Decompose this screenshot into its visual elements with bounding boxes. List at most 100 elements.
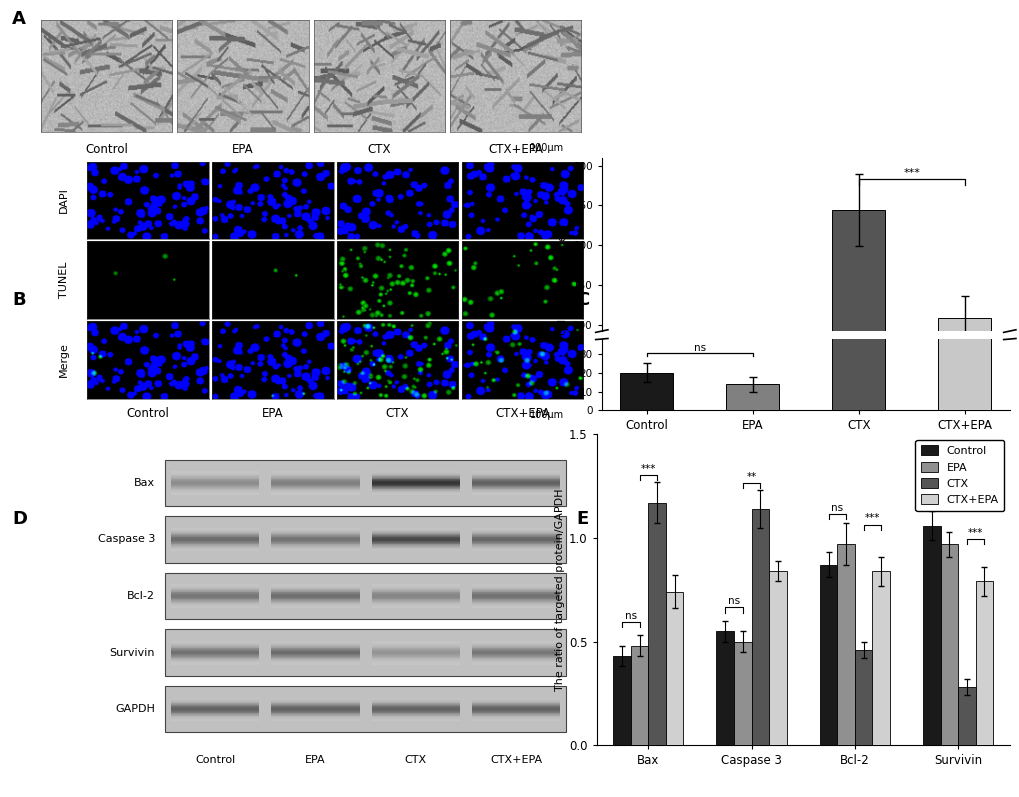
Bar (271, 709, 359, 710)
Bar (472, 709, 559, 710)
Bar (171, 710, 259, 711)
Text: CTX+EPA: CTX+EPA (488, 143, 543, 156)
Text: D: D (12, 510, 28, 528)
Bar (271, 645, 359, 646)
Bar (171, 706, 259, 707)
Bar (472, 483, 559, 484)
Bar (171, 533, 259, 534)
Text: DAPI: DAPI (59, 187, 68, 214)
Bar (171, 586, 259, 587)
Bar (472, 701, 559, 702)
Bar (371, 528, 460, 530)
Bar (171, 653, 259, 654)
Text: Survivin: Survivin (109, 647, 155, 658)
Bar (171, 536, 259, 537)
Bar (648, 503, 665, 745)
Bar (472, 720, 559, 721)
Bar (371, 700, 460, 701)
Bar (371, 595, 460, 596)
Bar (171, 701, 259, 702)
Bar (171, 598, 259, 599)
Bar (271, 701, 359, 702)
Bar (271, 478, 359, 479)
Bar (371, 642, 460, 643)
Bar (171, 649, 259, 650)
Text: TUNEL: TUNEL (59, 262, 68, 298)
Bar (271, 701, 359, 702)
Text: CTX+EPA: CTX+EPA (494, 407, 549, 420)
Bar (371, 662, 460, 664)
Text: E: E (576, 510, 588, 528)
Bar (271, 605, 359, 607)
Bar (371, 697, 460, 699)
Bar (271, 584, 359, 586)
Bar (371, 652, 460, 653)
Bar (472, 705, 559, 706)
Bar (271, 589, 359, 590)
Bar (472, 528, 559, 529)
Bar (171, 587, 259, 589)
Bar (171, 641, 259, 642)
Bar (715, 631, 734, 745)
Bar (171, 704, 259, 705)
Bar (171, 538, 259, 539)
Bar (271, 717, 359, 718)
Bar (171, 480, 259, 481)
Bar (371, 549, 460, 550)
Bar (472, 706, 559, 707)
Bar (271, 492, 359, 493)
Bar (371, 720, 460, 721)
Bar (171, 592, 259, 593)
Bar (271, 543, 359, 544)
Bar (271, 698, 359, 700)
Bar (472, 471, 559, 473)
Bar (472, 641, 559, 642)
Bar (371, 584, 460, 586)
Text: ***: *** (903, 168, 919, 178)
Bar (472, 479, 559, 480)
Bar (271, 642, 359, 643)
Bar (371, 590, 460, 591)
Bar (871, 571, 890, 745)
Bar (271, 599, 359, 600)
Bar (171, 549, 259, 550)
Bar (371, 542, 460, 543)
Bar (271, 605, 359, 606)
Bar (371, 593, 460, 594)
Bar (472, 645, 559, 646)
Bar (171, 697, 259, 699)
Bar (472, 530, 559, 532)
Bar (171, 663, 259, 665)
Bar (271, 659, 359, 660)
Bar (472, 549, 559, 551)
Bar (472, 487, 559, 488)
Bar (271, 482, 359, 483)
Bar (271, 594, 359, 595)
Bar (171, 700, 259, 701)
Bar (171, 655, 259, 656)
Bar (371, 599, 460, 600)
Text: Control: Control (126, 407, 169, 420)
Bar (271, 547, 359, 548)
Bar (171, 476, 259, 477)
Bar (371, 475, 460, 477)
Bar (171, 493, 259, 494)
Bar (271, 651, 359, 652)
Text: ns: ns (624, 611, 636, 621)
Bar (171, 548, 259, 549)
Bar (271, 649, 359, 650)
Bar (271, 546, 359, 547)
Text: C: C (576, 291, 589, 309)
Bar (271, 493, 359, 494)
Bar (472, 584, 559, 586)
Bar (371, 698, 460, 700)
Text: CTX: CTX (385, 407, 409, 420)
Bar (271, 663, 359, 665)
Bar (271, 586, 359, 587)
Bar (832, 0, 884, 410)
Bar (171, 477, 259, 478)
Bar (271, 486, 359, 487)
Bar (472, 477, 559, 478)
Bar (271, 549, 359, 550)
Bar (271, 658, 359, 659)
